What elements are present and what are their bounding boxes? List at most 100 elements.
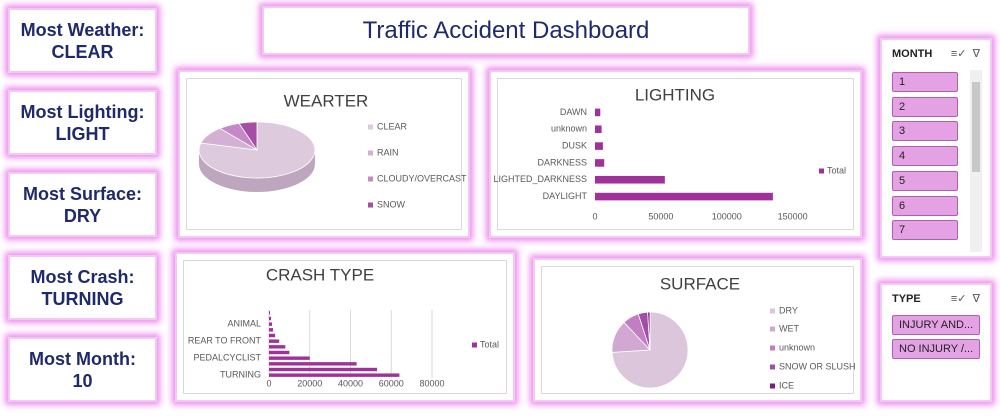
legend-label: WET [779,323,799,333]
x-tick-label: 40000 [338,378,363,388]
kpi-value: CLEAR [51,41,114,62]
slicer-item[interactable]: 5 [892,170,958,191]
legend-swatch [770,364,775,370]
x-tick-label: 0 [592,211,597,221]
chart-title: SURFACE [660,274,740,293]
slicer-item[interactable]: 7 [892,220,958,241]
pie-slice [238,121,258,152]
bar [595,175,665,184]
legend-label: SNOW OR SLUSH [779,361,856,371]
y-tick-label: REAR TO FRONT [188,336,262,346]
bar [269,339,280,343]
slicer-item[interactable]: 1 [892,72,958,92]
slicer-icons[interactable]: ≡✓ ∇ [950,48,980,60]
legend-swatch [472,342,477,348]
bar [269,311,271,315]
dashboard-title-box: Traffic Accident Dashboard [262,6,750,55]
x-tick-label: 100000 [712,211,742,221]
bar [595,192,773,201]
bar [269,345,286,349]
legend-swatch [368,176,373,182]
y-tick-label: DARKNESS [537,157,587,167]
bar [269,367,377,372]
legend-swatch [819,168,824,174]
slicer-title: MONTH [892,48,933,60]
y-tick-label: DAWN [560,107,587,117]
lighting-panel: LIGHTING 0 50000 100000 150000 DAYLIGHT LIGHTE… [489,70,862,238]
kpi-card: Most Surface: DRY [8,172,157,237]
bar [595,159,605,167]
kpi-value: 10 [72,370,93,391]
slicer-item[interactable]: 4 [892,146,958,167]
crash-panel: CRASH TYPE 0 20000 40000 60000 80000 TURNING PE… [175,252,515,402]
kpi-value: LIGHT [55,123,110,144]
slicer-item[interactable]: 3 [892,121,958,142]
legend-swatch [368,124,373,130]
slicer-item[interactable]: 6 [892,195,958,216]
pie-slice [647,311,651,351]
y-tick-label: unknown [551,124,587,134]
x-tick-label: 80000 [419,378,444,388]
slicer-item[interactable]: 2 [892,96,958,117]
bar [269,328,274,332]
bar [595,125,602,134]
x-tick-label: 0 [266,378,271,388]
kpi-card: Most Lighting: LIGHT [8,90,157,155]
legend-swatch [770,383,775,389]
scroll-thumb[interactable] [972,82,980,172]
x-tick-label: 60000 [379,378,404,388]
bar [595,108,601,117]
legend-swatch [368,202,373,208]
kpi-card: Most Weather: CLEAR [8,8,157,73]
chart-title: WEARTER [284,91,369,110]
legend-label: CLEAR [377,121,408,131]
legend-swatch [770,326,775,332]
chart: SURFACE DRY WET unknown SNOW OR SLUSH ICE [611,274,856,390]
x-tick-label: 50000 [648,211,673,221]
chart-title: LIGHTING [635,85,715,104]
legend-label: ICE [779,380,794,390]
legend-swatch [770,345,775,351]
kpi-label: Most Month: [29,348,136,369]
y-tick-label: DUSK [562,140,587,150]
surface-panel: SURFACE DRY WET unknown SNOW OR SLUSH ICE [533,258,862,402]
slicer-item[interactable]: NO INJURY /... [892,338,980,359]
chart: LIGHTING 0 50000 100000 150000 DAYLIGHT LIGHTE… [493,85,846,221]
kpi-label: Most Surface: [22,183,143,204]
y-tick-label: PEDALCYCLIST [193,353,261,363]
bar [269,316,272,321]
kpi-value: TURNING [41,288,124,309]
bar [595,142,603,150]
bar [269,350,290,355]
slicer-item[interactable]: INJURY AND... [892,315,980,335]
legend-label: CLOUDY/OVERCAST [377,173,467,183]
bar [269,322,273,326]
dashboard-title: Traffic Accident Dashboard [362,16,650,44]
bar [269,356,310,360]
kpi-label: Most Crash: [30,266,135,287]
type-slicer: TYPE ≡✓ ∇ INJURY AND... NO INJURY /... [880,283,992,402]
scrollbar[interactable] [970,70,982,252]
kpi-label: Most Weather: [20,19,145,40]
month-slicer: MONTH ≡✓ ∇ 1 2 3 4 5 6 7 [880,38,992,258]
plot-frame [497,78,854,230]
bar [269,333,276,338]
x-tick-label: 20000 [297,378,322,388]
plot-frame [183,260,507,394]
kpi-card: Most Crash: TURNING [8,255,157,320]
weather-panel: WEARTER CLEAR RAIN CLOUDY/OVERCAST SNOW [178,70,470,238]
kpi-value: DRY [63,205,102,226]
legend-label: Total [827,165,846,175]
chart: CRASH TYPE 0 20000 40000 60000 80000 TURNING PE… [188,265,499,388]
y-tick-label: TURNING [220,370,261,380]
legend-label: RAIN [377,147,399,157]
legend-swatch [368,150,373,156]
bar [269,373,400,377]
slicer-icons[interactable]: ≡✓ ∇ [950,293,980,305]
y-tick-label: ANIMAL [227,319,261,329]
legend-label: unknown [779,342,815,352]
x-tick-label: 150000 [778,211,808,221]
bar [269,362,357,366]
plot-frame [541,266,854,394]
